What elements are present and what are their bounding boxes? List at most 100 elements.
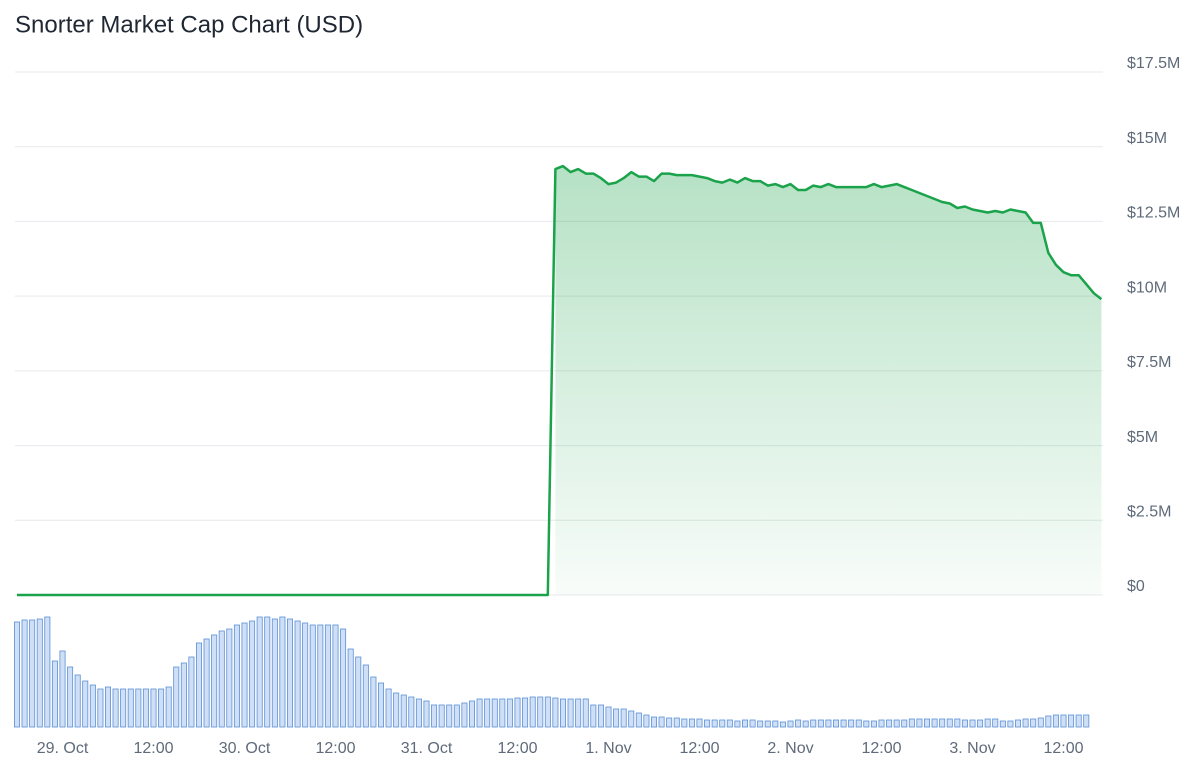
volume-bar [764,720,771,728]
volume-bar [1037,717,1044,728]
volume-bar [1030,718,1037,728]
volume-bar [658,716,665,728]
volume-bar [355,656,362,728]
volume-bar [544,696,551,728]
volume-bar [340,628,347,728]
volume-bar [279,616,286,728]
volume-bar [120,688,127,728]
volume-bar [1052,714,1059,728]
volume-bar [484,698,491,728]
volume-bar [362,664,369,728]
volume-bar [924,718,931,728]
volume-bar [984,718,991,728]
volume-bar [878,719,885,728]
volume-bar [726,719,733,728]
volume-bar [241,622,248,728]
volume-bar [82,680,89,728]
volume-bar [954,718,961,728]
volume-bar [719,719,726,728]
x-tick-label: 1. Nov [585,740,631,757]
x-tick-label: 12:00 [133,740,173,757]
volume-bar [142,688,149,728]
volume-bar [855,719,862,728]
volume-bar [931,718,938,728]
volume-bar [833,719,840,728]
volume-bar [74,674,81,728]
x-tick-label: 30. Oct [219,740,271,757]
volume-bar [840,719,847,728]
volume-bar [757,720,764,728]
volume-bar [453,704,460,728]
volume-bar [195,642,202,728]
volume-bar [506,698,513,728]
volume-bar [211,634,218,728]
x-tick-label: 12:00 [497,740,537,757]
volume-bar [218,630,225,728]
x-tick-label: 12:00 [1043,740,1083,757]
volume-bar [173,666,180,728]
volume-bar [620,708,627,728]
volume-bar [901,719,908,728]
volume-bar [158,688,165,728]
volume-bar [431,704,438,728]
volume-bar [317,624,324,728]
volume-bar [749,719,756,728]
volume-bar [537,696,544,728]
volume-bar [97,688,104,728]
volume-bar [332,624,339,728]
volume-bar [605,706,612,728]
volume-bar [893,719,900,728]
volume-bar [461,702,468,728]
y-tick-label: $10M [1127,279,1167,296]
volume-bar [666,717,673,728]
volume-bar [1060,714,1067,728]
volume-bar [567,698,574,728]
volume-bar [1045,715,1052,728]
volume-bar [575,698,582,728]
volume-bar [226,628,233,728]
volume-bar [347,648,354,728]
y-tick-label: $17.5M [1127,55,1180,72]
volume-bar [742,719,749,728]
volume-bar [233,624,240,728]
volume-bar [961,719,968,728]
volume-bar [999,720,1006,728]
volume-bar [286,618,293,728]
volume-bar [370,676,377,728]
chart-title: Snorter Market Cap Chart (USD) [15,11,363,38]
volume-bar [13,621,20,728]
volume-bar [825,719,832,728]
y-tick-label: $2.5M [1127,504,1171,521]
volume-bar [529,696,536,728]
volume-bar [36,618,43,728]
volume-bar [180,662,187,728]
volume-bar [734,720,741,728]
volume-bar [863,720,870,728]
volume-bar [44,616,51,728]
volume-bar [165,686,172,728]
volume-bar [908,718,915,728]
volume-bar [105,686,112,728]
volume-bar [886,719,893,728]
volume-bar [67,666,74,728]
volume-bar [491,698,498,728]
volume-bar [135,688,142,728]
volume-bar [385,688,392,728]
volume-bar [582,698,589,728]
volume-bar [597,704,604,728]
volume-bar [377,682,384,728]
volume-bar [271,618,278,728]
volume-bar [309,624,316,728]
volume-bar [150,688,157,728]
volume-bar [772,720,779,728]
volume-bar [613,708,620,728]
x-tick-label: 12:00 [315,740,355,757]
volume-bar [476,698,483,728]
volume-bar [916,718,923,728]
volume-bar [590,704,597,728]
volume-bar [393,692,400,728]
line [17,164,1103,597]
y-tick-label: $15M [1127,130,1167,147]
volume-bar [704,719,711,728]
